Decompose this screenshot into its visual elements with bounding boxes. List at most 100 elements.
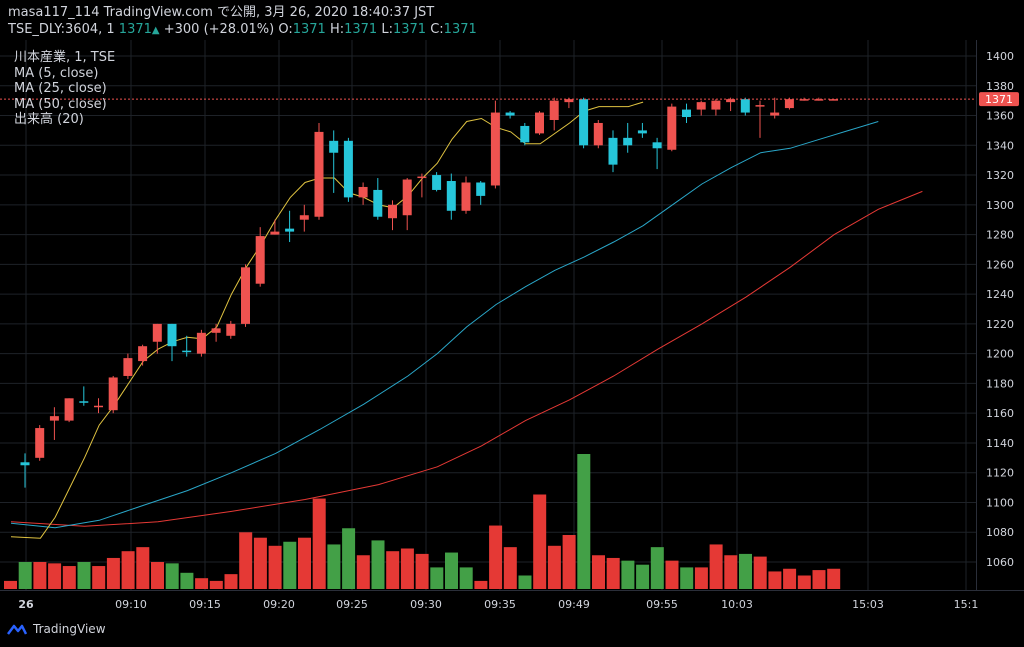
y-tick-label: 1120 <box>986 467 1014 480</box>
candle-body <box>182 350 192 353</box>
volume-bar <box>33 562 47 589</box>
legend-ma5: MA (5, close) <box>14 65 99 81</box>
y-tick-label: 1220 <box>986 318 1014 331</box>
x-tick-label: 10:03 <box>721 598 753 611</box>
candle-body <box>564 99 574 103</box>
x-tick-label: 09:25 <box>336 598 368 611</box>
y-tick-label: 1260 <box>986 258 1014 271</box>
volume-bar <box>400 548 414 589</box>
candle-body <box>446 181 456 211</box>
candle-body <box>20 462 30 466</box>
candle-body <box>637 130 647 134</box>
volume-bar <box>489 525 503 589</box>
open-value: 1371 <box>292 22 326 37</box>
brand-label: TradingView <box>33 622 106 636</box>
volume-bar <box>724 555 738 589</box>
last-price: 1371 <box>118 22 152 37</box>
candle-body <box>799 99 809 101</box>
volume-bar <box>577 454 591 589</box>
x-tick-label: 09:15 <box>189 598 221 611</box>
volume-bar <box>283 541 297 589</box>
candle-body <box>549 100 559 120</box>
volume-bar <box>77 562 91 589</box>
volume-bar <box>665 560 679 589</box>
candle-body <box>299 215 309 220</box>
candle-body <box>770 112 780 116</box>
candle-body <box>358 186 368 198</box>
volume-bar <box>268 545 282 589</box>
x-tick-label: 15:1 <box>954 598 979 611</box>
volume-bar <box>239 532 253 589</box>
volume-bar <box>224 574 238 589</box>
volume-bar <box>797 575 811 589</box>
x-tick-label: 09:10 <box>115 598 147 611</box>
candle-body <box>711 100 721 110</box>
volume-bar <box>253 537 267 589</box>
low-label: L: <box>381 22 393 37</box>
volume-bar <box>739 553 752 589</box>
tradingview-brand[interactable]: TradingView <box>7 622 106 636</box>
y-tick-label: 1380 <box>986 80 1014 93</box>
candle-body <box>520 125 530 143</box>
symbol-name: TSE_DLY:3604, 1 <box>8 22 115 37</box>
candle-body <box>476 182 486 196</box>
close-value: 1371 <box>443 22 477 37</box>
volume-bar <box>298 537 311 589</box>
candle-body <box>652 142 662 149</box>
last-price-badge-text: 1371 <box>985 93 1013 106</box>
candle-body <box>138 346 148 362</box>
volume-bar <box>753 556 767 589</box>
volume-bar <box>356 555 370 589</box>
candle-body <box>167 323 177 347</box>
chart-header: masa117_114 TradingView.com で公開, 3月 26, … <box>8 4 477 39</box>
candle-body <box>623 137 633 146</box>
up-arrow-icon: ▲ <box>151 25 160 36</box>
candle-body <box>211 328 221 333</box>
y-tick-label: 1180 <box>986 377 1014 390</box>
candle-body <box>270 231 280 235</box>
y-tick-label: 1160 <box>986 407 1014 420</box>
volume-bar <box>327 544 341 589</box>
candle-body <box>682 109 691 118</box>
y-tick-label: 1100 <box>986 496 1014 509</box>
y-tick-label: 1200 <box>986 348 1014 361</box>
chart-grid <box>0 40 976 590</box>
legend-volume: 出来高 (20) <box>14 112 84 127</box>
volume-bar <box>547 545 561 589</box>
x-tick-label: 26 <box>18 598 34 611</box>
volume-bar <box>106 557 120 589</box>
volume-bar <box>62 566 76 589</box>
volume-bar <box>827 568 841 589</box>
volume-bar <box>592 555 605 589</box>
symbol-info: TSE_DLY:3604, 1 1371▲ +300 (+28.01%) O:1… <box>8 21 477 39</box>
volume-bar <box>562 535 576 589</box>
candle-body <box>432 175 442 190</box>
legend-ma50: MA (50, close) <box>14 96 107 112</box>
candle-body <box>285 228 295 232</box>
volume-bars <box>4 454 841 589</box>
volume-bar <box>768 571 782 589</box>
y-tick-label: 1300 <box>986 199 1014 212</box>
ma5-line <box>10 101 644 539</box>
volume-bar <box>459 567 473 589</box>
candle-body <box>64 398 74 421</box>
x-tick-label: 09:55 <box>646 598 678 611</box>
moving-average-lines <box>10 101 923 539</box>
volume-bar <box>430 567 444 589</box>
y-tick-label: 1400 <box>986 50 1014 63</box>
y-tick-label: 1240 <box>986 288 1014 301</box>
y-tick-label: 1140 <box>986 437 1014 450</box>
volume-bar <box>136 547 150 589</box>
y-tick-label: 1320 <box>986 169 1014 182</box>
last-price-badge-bg <box>979 92 1019 107</box>
candle-body <box>255 236 265 284</box>
candle-body <box>417 176 427 179</box>
legend-ma25: MA (25, close) <box>14 81 107 96</box>
volume-bar <box>621 560 635 589</box>
candle-body <box>608 137 618 165</box>
candle-body <box>814 99 824 101</box>
candle-body <box>696 102 706 110</box>
volume-bar <box>783 568 797 589</box>
volume-bar <box>694 567 708 589</box>
